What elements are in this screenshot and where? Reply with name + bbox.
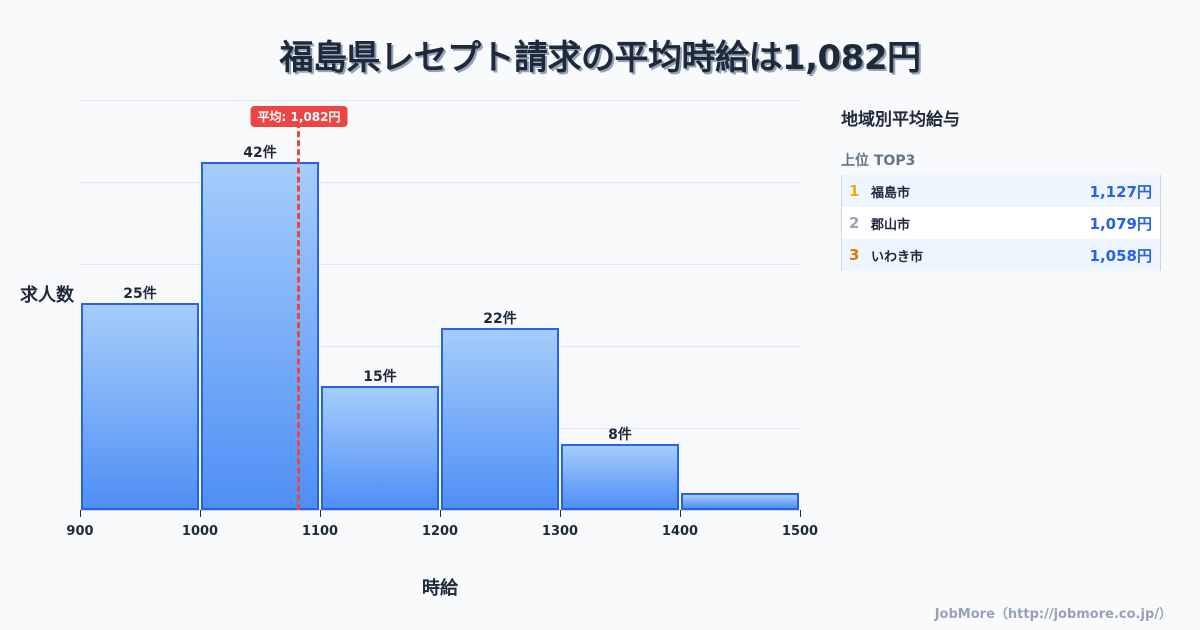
region-name: いわき市: [871, 249, 924, 265]
region-wage: 1,079円: [1089, 214, 1152, 233]
histogram-bar: [321, 386, 439, 510]
ranking-list: 1 福島市 1,127円 2 郡山市 1,079円 3 いわき市 1,058円: [841, 175, 1161, 271]
grid-line: [80, 264, 800, 265]
histogram-bar: [681, 493, 799, 510]
bar-value-label: 22件: [483, 311, 517, 327]
histogram-bar: [561, 444, 679, 510]
x-tick-label: 1100: [301, 524, 339, 539]
x-tick: [80, 510, 81, 517]
footer-credit: JobMore（http://jobmore.co.jp/）: [934, 607, 1172, 622]
x-tick-label: 1200: [421, 524, 459, 539]
rank-number: 2: [849, 214, 860, 232]
ranking-row: 1 福島市 1,127円: [842, 175, 1160, 207]
panel-subtitle: 上位 TOP3: [841, 153, 916, 169]
page-title: 福島県レセプト請求の平均時給は1,082円: [279, 38, 921, 78]
x-tick-label: 1500: [781, 524, 819, 539]
rank-number: 1: [849, 182, 860, 200]
ranking-row: 2 郡山市 1,079円: [842, 207, 1160, 239]
histogram-bar: [201, 162, 319, 510]
grid-line: [80, 100, 800, 101]
x-tick-label: 900: [66, 524, 94, 539]
bar-value-label: 15件: [363, 369, 397, 385]
x-tick: [200, 510, 201, 517]
region-wage: 1,058円: [1089, 246, 1152, 265]
average-badge: 平均: 1,082円: [250, 106, 348, 127]
x-tick-label: 1400: [661, 524, 699, 539]
histogram-chart: 25件 42件 15件 22件 8件 平均: 1,082円: [80, 100, 800, 511]
panel-title: 地域別平均給与: [841, 110, 960, 130]
x-tick: [320, 510, 321, 517]
rank-number: 3: [849, 246, 860, 264]
x-axis-label: 時給: [422, 578, 458, 599]
bar-value-label: 8件: [608, 427, 632, 443]
ranking-row: 3 いわき市 1,058円: [842, 239, 1160, 271]
y-axis-label: 求人数: [20, 285, 74, 306]
x-tick-label: 1000: [181, 524, 219, 539]
histogram-bar: [81, 303, 199, 510]
grid-line: [80, 346, 800, 347]
bar-value-label: 25件: [123, 286, 157, 302]
x-tick-label: 1300: [541, 524, 579, 539]
x-tick: [680, 510, 681, 517]
x-tick: [800, 510, 801, 517]
x-tick: [440, 510, 441, 517]
region-name: 郡山市: [871, 217, 911, 233]
x-tick: [560, 510, 561, 517]
grid-line: [80, 182, 800, 183]
region-name: 福島市: [871, 185, 911, 201]
histogram-bar: [441, 328, 559, 510]
region-wage: 1,127円: [1089, 182, 1152, 201]
bar-value-label: 42件: [243, 145, 277, 161]
grid-line: [80, 428, 800, 429]
average-line: [297, 122, 300, 510]
